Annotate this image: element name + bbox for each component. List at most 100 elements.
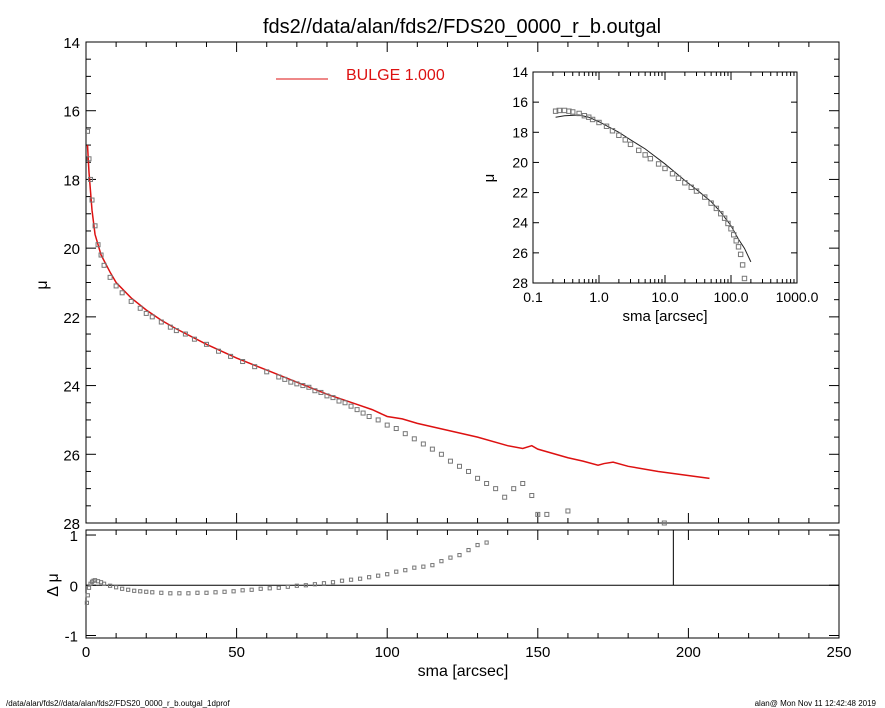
residual-plot-frame	[85, 529, 840, 639]
main-data-point	[429, 446, 435, 452]
residual-data-point	[448, 555, 453, 560]
chart-title: fds2//data/alan/fds2/FDS20_0000_r_b.outg…	[263, 16, 661, 38]
main-data-point	[336, 398, 342, 404]
residual-data-point	[159, 590, 164, 595]
inset-data-point	[609, 128, 616, 134]
inset-data-point	[552, 108, 559, 114]
residual-data-point	[457, 553, 462, 558]
inset-data-point	[636, 147, 642, 154]
x-axis-label: sma [arcsec]	[418, 663, 509, 680]
residual-data-point	[312, 582, 318, 587]
main-data-point	[520, 480, 526, 486]
main-data-point	[484, 480, 490, 486]
main-data-point	[342, 400, 348, 406]
inset-data-point	[718, 210, 724, 217]
main-data-point	[137, 305, 143, 311]
inset-x-tick-label: 10.0	[651, 289, 678, 305]
main-y-tick-label: 28	[63, 516, 80, 533]
residual-data-point	[466, 547, 471, 553]
residual-data-point	[126, 587, 131, 592]
main-data-point	[661, 520, 667, 526]
footer-right: alan@ Mon Nov 11 12:42:48 2019	[755, 699, 877, 708]
residual-data-point	[101, 581, 107, 586]
main-y-axis-label: μ	[34, 280, 51, 289]
residual-data-point	[84, 600, 90, 605]
inset-y-tick-label: 18	[512, 124, 528, 140]
main-data-point	[384, 422, 390, 428]
inset-y-tick-label: 16	[512, 94, 528, 110]
residual-data-point	[421, 564, 426, 569]
inset-data-point	[627, 141, 634, 148]
main-data-point	[324, 393, 330, 399]
main-data-point	[92, 223, 98, 229]
residual-data-point	[222, 589, 227, 594]
main-data-point	[182, 331, 188, 337]
main-data-point	[216, 348, 222, 354]
inset-y-tick-label: 20	[512, 154, 528, 170]
inset-data-point	[731, 232, 737, 238]
residual-data-point	[150, 590, 155, 595]
residual-data-point	[107, 583, 113, 588]
residual-data-point	[285, 584, 290, 589]
main-data-point	[95, 242, 101, 248]
footer-left: /data/alan/fds2//data/alan/fds2/FDS20_00…	[6, 699, 231, 708]
inset-y-tick-label: 14	[512, 64, 528, 80]
main-y-tick-label: 14	[63, 35, 80, 52]
main-data-point	[306, 384, 312, 390]
main-data-point	[173, 328, 179, 334]
main-data-point	[88, 176, 94, 182]
residual-data-point	[249, 587, 254, 592]
inset-data-point	[725, 220, 731, 227]
main-data-point	[143, 310, 149, 316]
residual-y-axis-label: Δ μ	[45, 573, 62, 596]
main-data-point	[149, 314, 155, 320]
inset-y-axis-label: μ	[481, 174, 498, 183]
residual-data-point	[475, 542, 480, 548]
main-data-point	[420, 441, 426, 447]
inset-data-point	[713, 205, 720, 212]
main-data-point	[113, 283, 119, 289]
residual-data-point	[195, 590, 200, 595]
inset-data-point	[733, 238, 739, 244]
main-data-point	[493, 486, 499, 492]
inset-data-point	[688, 184, 694, 190]
main-data-point	[366, 413, 372, 419]
inset-x-tick-label: 1.0	[589, 289, 609, 305]
main-data-point	[191, 336, 197, 342]
inset-y-tick-label: 26	[512, 245, 528, 261]
main-data-point	[240, 359, 246, 365]
main-data-point	[203, 341, 209, 347]
main-data-point	[85, 128, 91, 134]
residual-data-point	[321, 581, 327, 586]
main-data-point	[354, 407, 360, 413]
inset-data-point	[576, 110, 582, 117]
main-data-point	[107, 274, 113, 280]
inset-data-point	[702, 194, 708, 200]
main-data-point	[288, 379, 294, 385]
inset-x-tick-label: 100.0	[713, 289, 748, 305]
main-data-point	[282, 376, 288, 382]
residual-data-point	[394, 569, 399, 574]
residual-data-point	[367, 575, 372, 580]
inset-data-point	[596, 119, 602, 126]
residual-x-tick-label: 100	[375, 644, 400, 661]
residual-data-point	[231, 589, 236, 594]
main-y-tick-label: 16	[63, 104, 80, 121]
inset-data-point	[647, 155, 654, 162]
residual-data-point	[330, 580, 336, 585]
main-data-point	[411, 436, 417, 442]
main-data-point	[475, 475, 481, 481]
inset-data-point	[735, 244, 742, 250]
residual-data-point	[430, 563, 435, 568]
main-data-point	[276, 374, 282, 380]
main-data-point	[438, 451, 444, 457]
main-data-point	[89, 197, 95, 203]
inset-background	[533, 72, 797, 283]
main-data-point	[101, 262, 107, 268]
residual-data-point	[348, 577, 354, 582]
residual-data-point	[294, 583, 299, 588]
inset-data-point	[556, 107, 562, 114]
inset-data-point	[642, 152, 648, 158]
residual-data-point	[267, 586, 272, 591]
residual-data-point	[240, 588, 245, 593]
